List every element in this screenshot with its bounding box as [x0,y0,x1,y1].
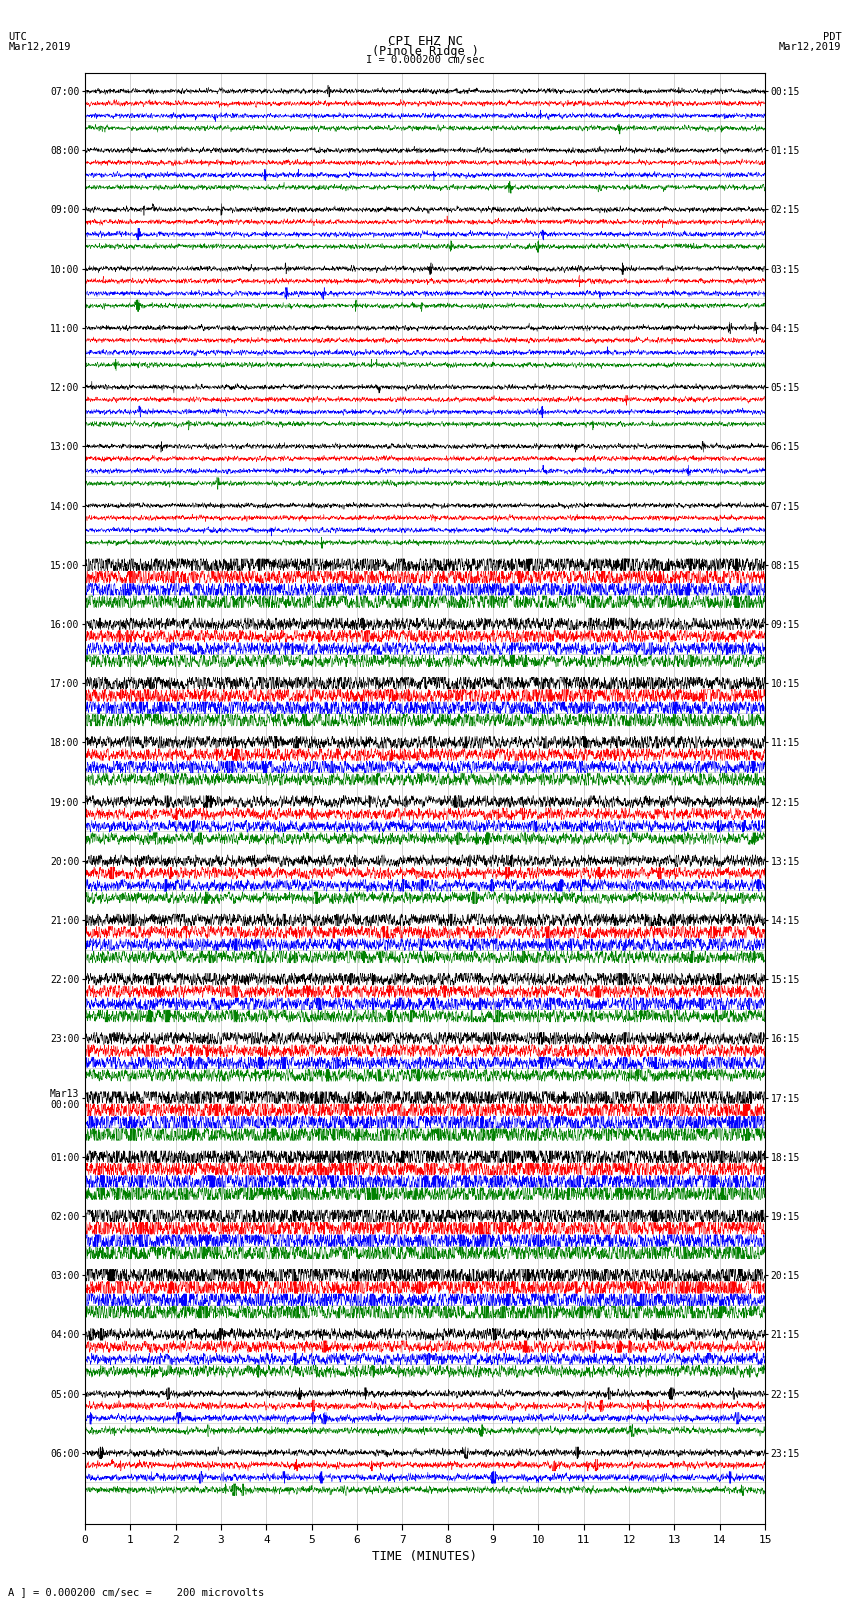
Text: CPI EHZ NC: CPI EHZ NC [388,35,462,48]
Text: Mar12,2019: Mar12,2019 [779,42,842,52]
Text: Mar12,2019: Mar12,2019 [8,42,71,52]
Text: (Pinole Ridge ): (Pinole Ridge ) [371,45,479,58]
Text: UTC: UTC [8,32,27,42]
Text: A ] = 0.000200 cm/sec =    200 microvolts: A ] = 0.000200 cm/sec = 200 microvolts [8,1587,264,1597]
X-axis label: TIME (MINUTES): TIME (MINUTES) [372,1550,478,1563]
Text: PDT: PDT [823,32,842,42]
Text: I = 0.000200 cm/sec: I = 0.000200 cm/sec [366,55,484,65]
